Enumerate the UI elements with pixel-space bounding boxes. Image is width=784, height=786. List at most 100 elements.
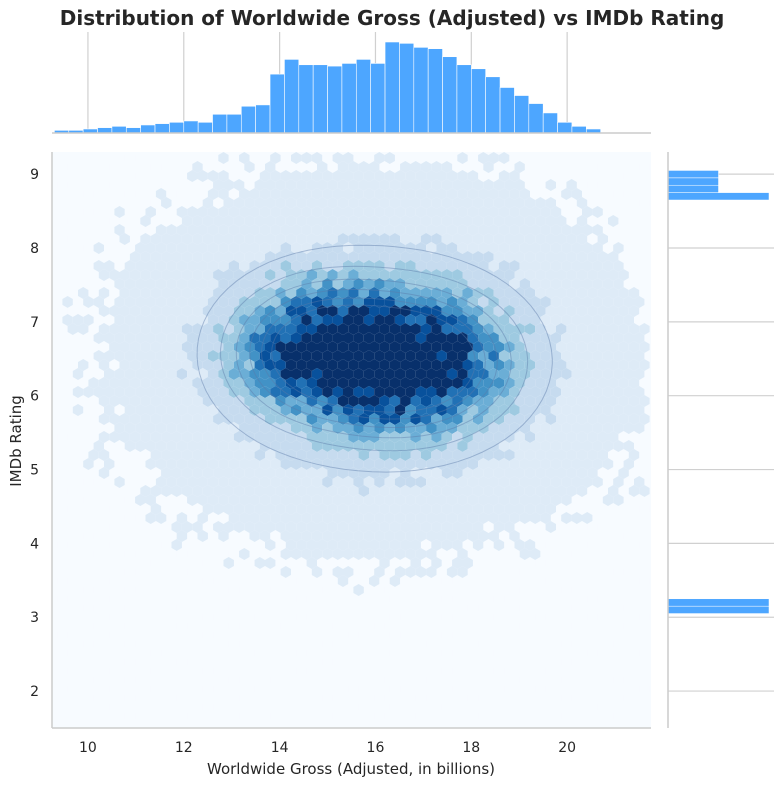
hex-bin <box>150 413 162 425</box>
hex-bin <box>228 152 240 164</box>
hex-bin <box>488 314 499 326</box>
hex-bin <box>509 332 520 344</box>
hex-bin <box>587 647 598 659</box>
hex-bin <box>550 296 562 308</box>
hex-bin <box>592 404 603 416</box>
hex-bin <box>452 269 463 281</box>
hex-bin <box>197 260 208 272</box>
hex-bin <box>275 485 286 497</box>
hex-bin <box>498 278 510 290</box>
hex-bin <box>483 269 494 281</box>
hex-bin <box>540 260 551 272</box>
hex-bin <box>223 557 234 569</box>
hex-bin <box>192 341 203 353</box>
hex-bin <box>483 341 494 353</box>
hex-bin <box>426 260 437 272</box>
hex-bin <box>239 242 250 254</box>
hex-bin <box>483 179 494 191</box>
hex-bin <box>420 431 432 443</box>
hex-bin <box>535 449 546 461</box>
hex-bin <box>275 341 286 353</box>
hex-bin <box>467 404 479 416</box>
hex-bin <box>587 521 598 533</box>
hex-bin <box>405 512 416 524</box>
hex-bin <box>285 647 297 659</box>
hex-bin <box>291 206 302 218</box>
hex-bin <box>129 287 141 299</box>
hex-bin <box>592 350 603 362</box>
hex-bin <box>311 404 323 416</box>
hex-bin <box>582 512 593 524</box>
hex-bin <box>223 701 234 713</box>
hex-bin <box>400 341 411 353</box>
hex-bin <box>524 359 536 371</box>
hex-bin <box>426 422 437 434</box>
hex-bin <box>374 440 385 452</box>
hex-bin <box>306 251 317 263</box>
hex-bin <box>254 395 265 407</box>
hex-bin <box>202 611 214 623</box>
hex-bin <box>478 458 489 470</box>
hex-bin <box>62 566 73 578</box>
hex-bin <box>504 179 515 191</box>
hex-bin <box>608 539 619 551</box>
hex-bin <box>135 170 146 182</box>
hex-bin <box>634 404 645 416</box>
hex-bin <box>462 431 473 443</box>
x-histogram-bar <box>528 103 544 134</box>
hex-bin <box>166 296 177 308</box>
hex-bin <box>498 512 510 524</box>
hex-bin <box>83 314 94 326</box>
hex-bin <box>618 161 629 173</box>
hex-bin <box>446 170 458 182</box>
hex-bin <box>265 323 276 335</box>
hex-bin <box>389 215 401 227</box>
hex-bin <box>98 179 110 191</box>
hex-bin <box>161 323 172 335</box>
hex-bin <box>436 404 447 416</box>
hex-bin <box>93 206 104 218</box>
hex-bin <box>145 512 156 524</box>
hex-bin <box>259 314 271 326</box>
hex-bin <box>192 251 203 263</box>
hex-bin <box>301 350 312 362</box>
hex-bin <box>52 278 63 290</box>
hex-bin <box>296 251 307 263</box>
hex-bin <box>275 197 286 209</box>
hex-bin <box>218 224 229 236</box>
hex-bin <box>514 539 525 551</box>
hex-bin <box>405 296 416 308</box>
hex-bin <box>192 629 203 641</box>
hex-bin <box>239 224 250 236</box>
hex-bin <box>504 323 515 335</box>
hex-bin <box>524 215 536 227</box>
hex-bin <box>280 350 291 362</box>
hex-bin <box>197 422 208 434</box>
hex-bin <box>369 179 380 191</box>
hex-bin <box>608 557 619 569</box>
hex-bin <box>57 575 68 587</box>
hex-bin <box>379 197 390 209</box>
hex-bin <box>259 170 271 182</box>
hex-bin <box>72 242 84 254</box>
hex-bin <box>296 539 307 551</box>
hex-bin <box>483 377 494 389</box>
hex-bin <box>296 467 307 479</box>
hex-bin <box>446 224 458 236</box>
hex-bin <box>394 314 406 326</box>
hex-bin <box>514 503 525 515</box>
hex-bin <box>384 260 395 272</box>
hex-bin <box>561 494 572 506</box>
hex-bin <box>343 188 354 200</box>
hex-bin <box>462 323 473 335</box>
hex-bin <box>374 152 385 164</box>
hex-bin <box>530 476 541 488</box>
hex-bin <box>582 332 593 344</box>
hex-bin <box>202 431 214 443</box>
hex-bin <box>233 413 245 425</box>
hex-bin <box>389 485 401 497</box>
hex-bin <box>394 350 406 362</box>
hex-bin <box>135 710 146 722</box>
hex-bin <box>124 386 136 398</box>
hex-bin <box>332 152 343 164</box>
